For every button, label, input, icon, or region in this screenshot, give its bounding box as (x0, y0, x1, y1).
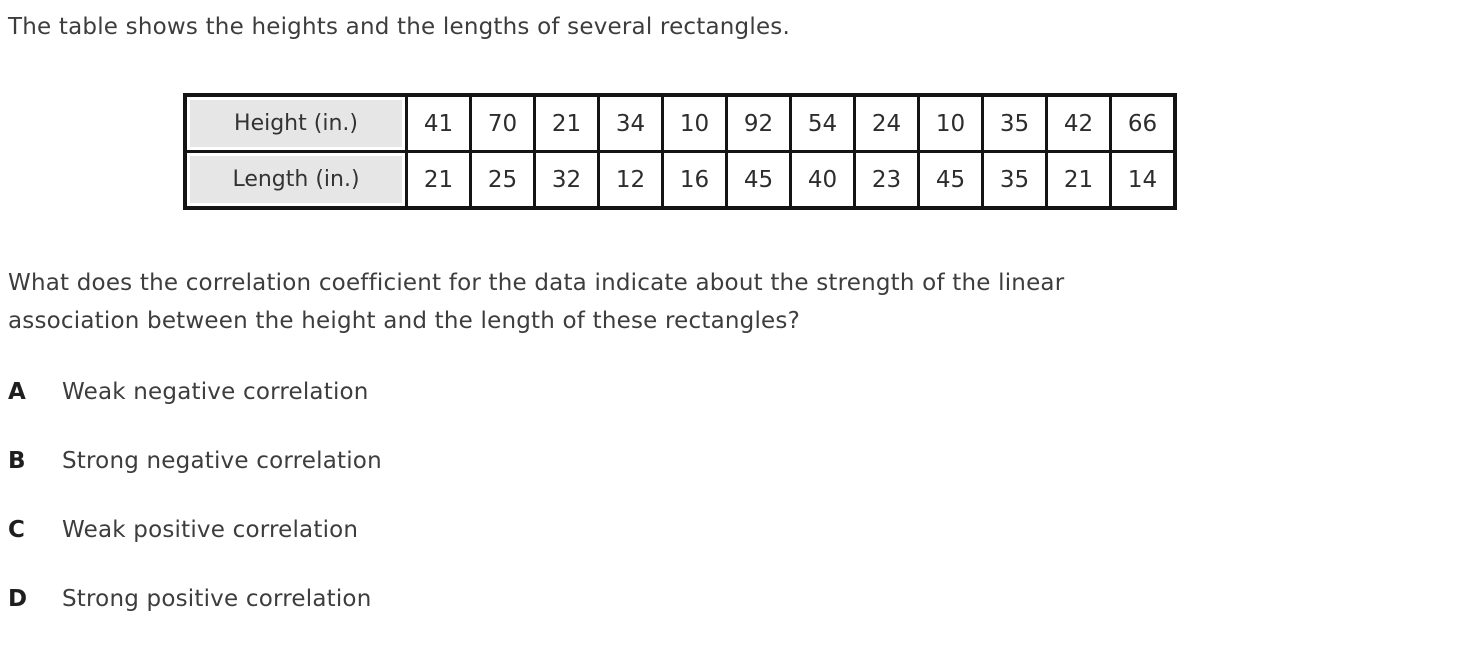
table-cell: 10 (917, 93, 984, 153)
table-cell: 21 (405, 150, 472, 210)
table-cell: 14 (1109, 150, 1177, 210)
option-b[interactable]: B Strong negative correlation (8, 447, 382, 475)
table-cell: 21 (1045, 150, 1112, 210)
row-header-length: Length (in.) (183, 150, 408, 210)
table-cell: 45 (917, 150, 984, 210)
table-cell: 10 (661, 93, 728, 153)
heights-lengths-table: Height (in.) 41 70 21 34 10 92 54 24 10 … (183, 93, 1177, 210)
option-b-label: Strong negative correlation (62, 448, 382, 474)
table-row-height: Height (in.) 41 70 21 34 10 92 54 24 10 … (183, 93, 1177, 153)
table-cell: 40 (789, 150, 856, 210)
table-cell: 35 (981, 150, 1048, 210)
table-row-length: Length (in.) 21 25 32 12 16 45 40 23 45 … (183, 150, 1177, 210)
table-cell: 45 (725, 150, 792, 210)
table-cell: 25 (469, 150, 536, 210)
option-d-letter: D (8, 586, 28, 612)
option-c[interactable]: C Weak positive correlation (8, 516, 358, 544)
option-b-letter: B (8, 448, 26, 474)
table-cell: 66 (1109, 93, 1177, 153)
option-a-letter: A (8, 379, 27, 405)
row-header-height: Height (in.) (183, 93, 408, 153)
table-cell: 21 (533, 93, 600, 153)
table-cell: 24 (853, 93, 920, 153)
option-d[interactable]: D Strong positive correlation (8, 585, 371, 613)
table-cell: 70 (469, 93, 536, 153)
option-c-label: Weak positive correlation (62, 517, 359, 543)
option-a-label: Weak negative correlation (62, 379, 369, 405)
table-cell: 54 (789, 93, 856, 153)
option-d-label: Strong positive correlation (62, 586, 372, 612)
option-c-letter: C (8, 517, 26, 543)
table-cell: 12 (597, 150, 664, 210)
table-cell: 35 (981, 93, 1048, 153)
question-line-1: What does the correlation coefficient fo… (8, 270, 1065, 296)
question-text: What does the correlation coefficient fo… (8, 264, 1064, 340)
intro-text: The table shows the heights and the leng… (8, 14, 790, 40)
table-cell: 92 (725, 93, 792, 153)
table-cell: 41 (405, 93, 472, 153)
question-line-2: association between the height and the l… (8, 308, 800, 334)
option-a[interactable]: A Weak negative correlation (8, 378, 369, 406)
table-cell: 34 (597, 93, 664, 153)
table-cell: 23 (853, 150, 920, 210)
table-cell: 42 (1045, 93, 1112, 153)
table-cell: 16 (661, 150, 728, 210)
table-cell: 32 (533, 150, 600, 210)
